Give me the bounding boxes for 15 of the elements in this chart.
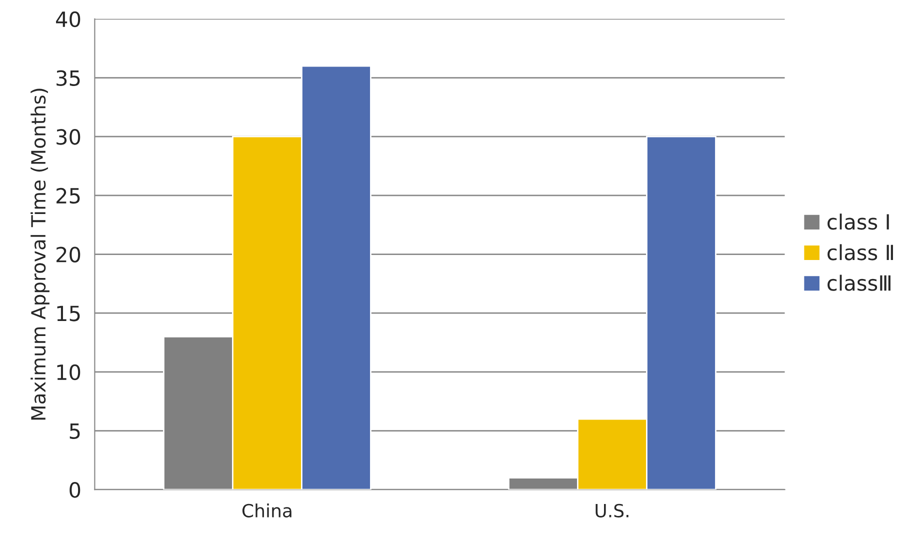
- y-tick-label: 15: [57, 306, 80, 322]
- legend-label: classⅢ: [828, 274, 890, 291]
- y-tick-label: 30: [56, 129, 80, 145]
- legend-label: class Ⅰ: [828, 214, 889, 230]
- x-tick-label: China: [242, 503, 292, 518]
- y-axis-title: Maximum Approval Time (Months): [30, 88, 50, 420]
- x-tick-label: U.S.: [596, 504, 628, 518]
- y-tick-label: 40: [56, 11, 80, 28]
- y-tick-label: 10: [57, 364, 80, 380]
- y-tick-label: 20: [56, 246, 80, 262]
- y-tick-label: 25: [56, 188, 80, 204]
- y-tick-label: 5: [70, 423, 80, 439]
- y-tick-label: 35: [56, 70, 80, 86]
- y-tick-label: 0: [70, 482, 80, 498]
- legend-label: class Ⅱ: [828, 244, 893, 260]
